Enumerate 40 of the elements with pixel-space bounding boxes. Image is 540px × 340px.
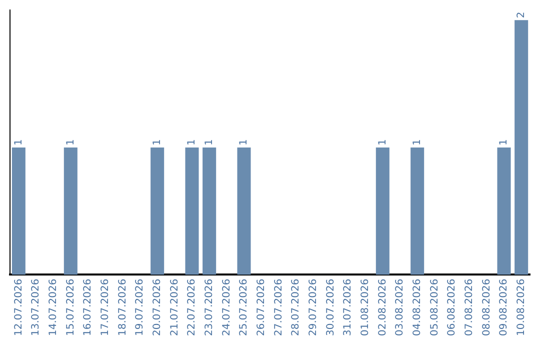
x-tick-label: 21.07.2026 — [169, 278, 180, 336]
x-tick-label: 19.07.2026 — [134, 278, 146, 336]
x-tick-label: 07.08.2026 — [464, 278, 475, 336]
data-label: 1 — [377, 139, 388, 146]
data-label: 1 — [204, 139, 215, 146]
x-tick-label: 06.08.2026 — [446, 278, 458, 336]
x-tick-label: 23.07.2026 — [204, 278, 215, 336]
data-label: 1 — [13, 139, 24, 146]
x-tick-label: 31.07.2026 — [342, 278, 354, 336]
x-tick-label: 04.08.2026 — [412, 278, 423, 336]
data-label: 1 — [186, 139, 198, 146]
x-tick-label: 01.08.2026 — [360, 278, 371, 336]
x-tick-label: 25.07.2026 — [238, 278, 250, 336]
data-label: 1 — [412, 139, 423, 146]
data-label: 1 — [152, 139, 163, 146]
x-tick-label: 14.07.2026 — [48, 278, 59, 336]
x-tick-label: 17.07.2026 — [100, 278, 111, 336]
x-tick-label: 27.07.2026 — [273, 278, 284, 336]
x-tick-label: 02.08.2026 — [377, 278, 388, 336]
data-label: 2 — [516, 12, 527, 18]
x-tick-label: 13.07.2026 — [30, 278, 42, 336]
x-tick-label: 03.08.2026 — [394, 278, 406, 336]
x-tick-label: 29.07.2026 — [308, 278, 319, 336]
x-tick-label: 24.07.2026 — [221, 278, 232, 336]
x-tick-label: 30.07.2026 — [325, 278, 336, 336]
x-tick-label: 16.07.2026 — [82, 278, 94, 336]
data-label: 1 — [238, 139, 250, 146]
x-tick-label: 10.08.2026 — [516, 278, 527, 336]
x-tick-label: 20.07.2026 — [152, 278, 163, 336]
x-tick-label: 15.07.2026 — [65, 278, 76, 336]
x-tick-label: 08.08.2026 — [481, 278, 492, 336]
data-label: 1 — [65, 139, 76, 146]
x-tick-label: 18.07.2026 — [117, 278, 128, 336]
x-tick-label: 12.07.2026 — [13, 278, 24, 336]
x-tick-label: 28.07.2026 — [290, 278, 302, 336]
x-tick-label: 09.08.2026 — [498, 278, 510, 336]
x-tick-label: 05.08.2026 — [429, 278, 440, 336]
x-tick-label: 22.07.2026 — [186, 278, 198, 336]
x-tick-label: 26.07.2026 — [256, 278, 267, 336]
data-label: 1 — [498, 139, 510, 146]
